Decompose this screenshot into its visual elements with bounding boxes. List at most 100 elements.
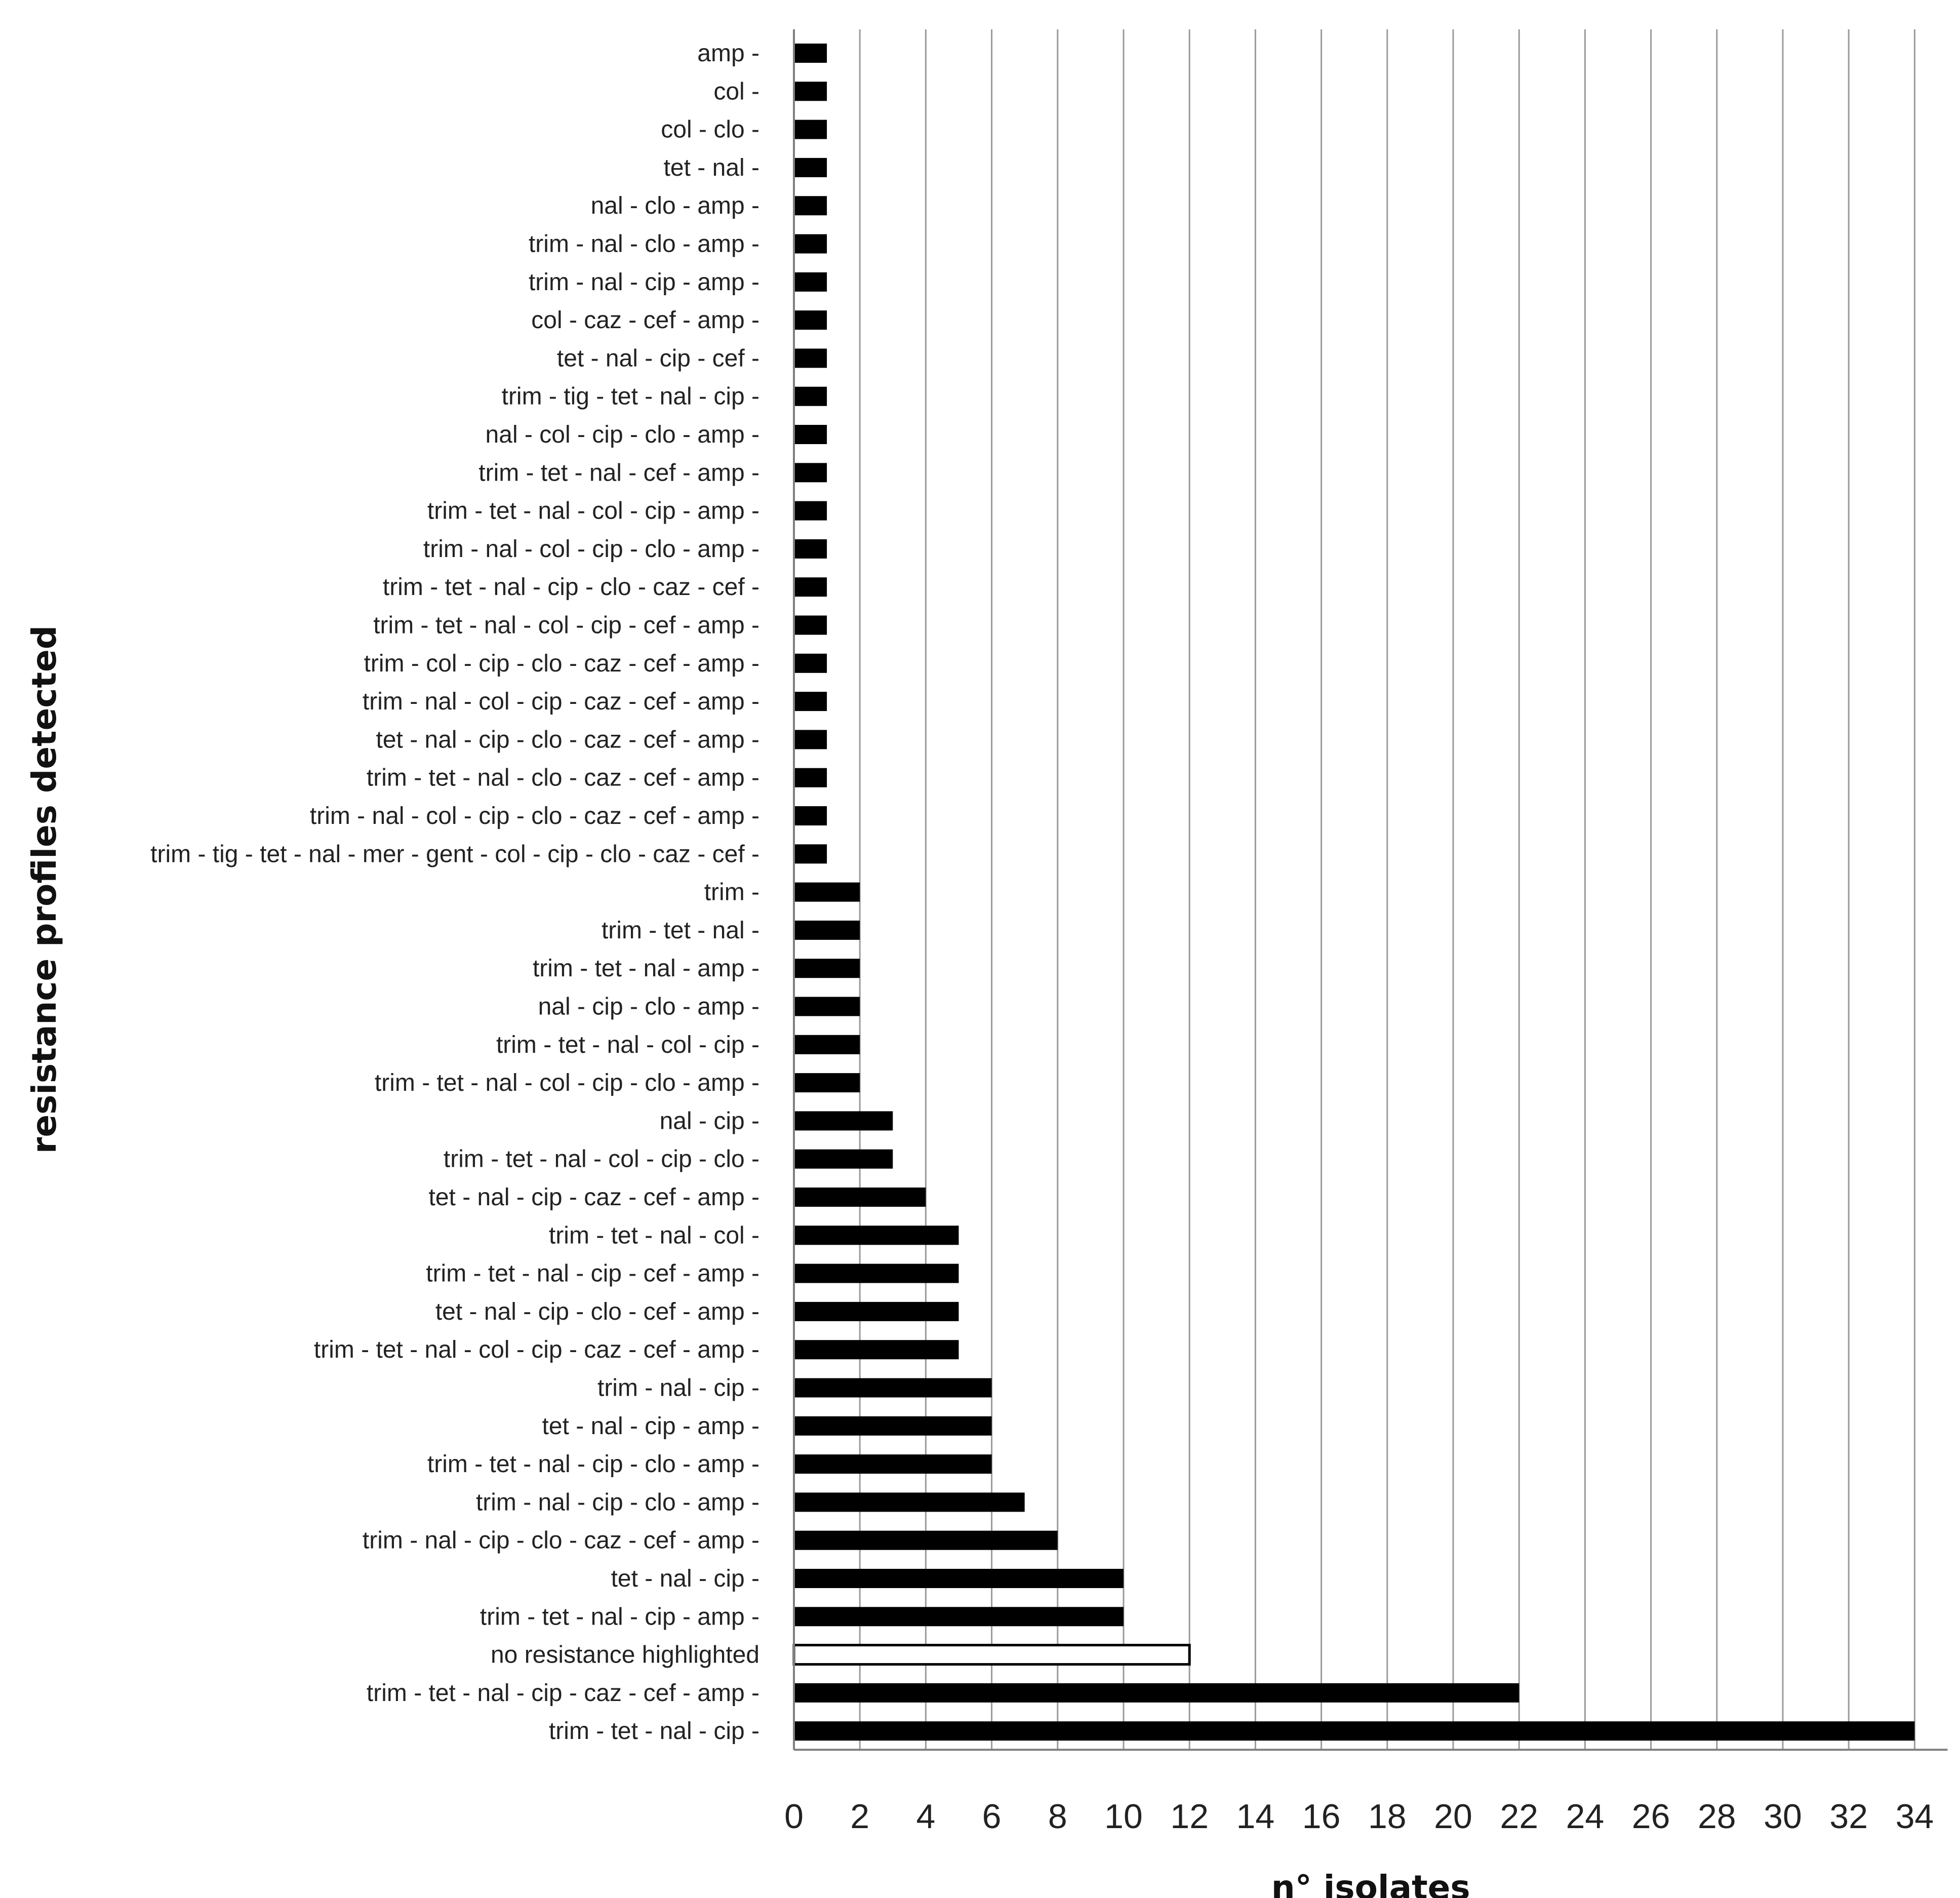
x-tick-labels: 0 2 4 6 8 10 12 14 16 18 20 22 24 26 28 30 32 34	[784, 1797, 1934, 1836]
bar	[794, 844, 827, 864]
bar	[794, 1721, 1915, 1741]
category-label: trim - tet - nal - cip - amp -	[480, 1603, 759, 1630]
category-label: trim - nal - clo - amp -	[529, 231, 759, 258]
category-label: trim - nal - cip - clo - amp -	[476, 1489, 759, 1516]
category-label: tet - nal - cip - amp -	[542, 1413, 759, 1440]
category-label: trim - tet - nal - col - cip - clo - amp…	[375, 1070, 759, 1096]
bar	[794, 348, 827, 368]
x-tick-label: 16	[1302, 1797, 1341, 1836]
category-label: tet - nal - cip -	[611, 1565, 759, 1592]
category-label: trim - tet - nal - amp -	[533, 955, 759, 982]
bar	[794, 463, 827, 483]
bar	[794, 768, 827, 787]
bar	[794, 234, 827, 254]
axes	[793, 29, 1948, 1751]
x-tick-label: 18	[1368, 1797, 1407, 1836]
y-axis-title: resistance profiles detected	[25, 625, 64, 1154]
x-tick-label: 2	[850, 1797, 869, 1836]
bar	[794, 1340, 959, 1360]
bar	[794, 1225, 959, 1245]
category-label: col -	[713, 78, 759, 105]
category-label: trim - tet - nal - cip - caz - cef - amp…	[367, 1680, 759, 1707]
bar	[794, 1683, 1519, 1703]
category-label: nal - cip - clo - amp -	[538, 994, 759, 1020]
category-label: col - caz - cef - amp -	[531, 307, 759, 334]
x-tick-label: 24	[1566, 1797, 1605, 1836]
category-label: trim - nal - col - cip - caz - cef - amp…	[363, 688, 759, 715]
bar	[794, 1073, 860, 1093]
category-label: tet - nal - cip - clo - caz - cef - amp …	[376, 726, 760, 753]
category-label: trim - col - cip - clo - caz - cef - amp…	[364, 650, 759, 677]
bar	[794, 539, 827, 559]
bar	[794, 1188, 926, 1207]
bar	[794, 1530, 1058, 1550]
category-label: col - clo -	[661, 116, 759, 143]
category-label: trim - nal - cip - amp -	[529, 269, 759, 296]
x-tick-label: 4	[916, 1797, 935, 1836]
bars	[792, 44, 1915, 1741]
bar	[794, 1263, 959, 1283]
bar	[794, 615, 827, 635]
category-label: tet - nal -	[664, 154, 759, 181]
x-tick-label: 14	[1236, 1797, 1275, 1836]
category-label: trim - tet - nal - col -	[549, 1222, 759, 1249]
bar	[794, 272, 827, 292]
category-label: amp -	[697, 40, 759, 67]
bar	[794, 120, 827, 139]
bar	[794, 1416, 992, 1436]
bar	[794, 692, 827, 711]
category-label: trim - tet - nal - col - cip - amp -	[427, 498, 759, 525]
category-label: nal - cip -	[660, 1108, 759, 1134]
gridlines	[859, 29, 1915, 1750]
x-axis-title: n° isolates	[1271, 1868, 1470, 1898]
bar	[794, 1607, 1124, 1627]
x-tick-label: 28	[1698, 1797, 1736, 1836]
category-label: trim -	[704, 879, 759, 906]
bar	[794, 959, 860, 978]
bar	[794, 1301, 959, 1321]
bar	[794, 806, 827, 825]
bar	[794, 1492, 1025, 1512]
bar	[794, 1454, 992, 1474]
x-tick-label: 22	[1500, 1797, 1538, 1836]
bar	[794, 730, 827, 749]
category-label: trim - tet - nal - col - cip - clo -	[444, 1146, 759, 1173]
bar	[794, 997, 860, 1016]
category-label: trim - tet - nal - cip - clo - caz - cef…	[383, 574, 759, 601]
bar	[794, 425, 827, 444]
x-tick-label: 30	[1764, 1797, 1802, 1836]
x-tick-label: 10	[1104, 1797, 1143, 1836]
category-labels: amp - col - col - clo - tet - nal - nal - cl…	[150, 40, 759, 1745]
x-tick-label: 8	[1048, 1797, 1067, 1836]
bar	[794, 157, 827, 177]
bar	[794, 882, 860, 902]
category-label: trim - nal - cip -	[597, 1375, 759, 1402]
category-label: tet - nal - cip - caz - cef - amp -	[429, 1184, 759, 1211]
bar	[792, 1644, 1191, 1666]
category-label: trim - tet - nal - clo - caz - cef - amp…	[367, 765, 759, 792]
x-tick-label: 0	[784, 1797, 804, 1836]
category-label: trim - tet - nal - cip -	[549, 1718, 759, 1745]
bar	[794, 1111, 893, 1131]
bar	[794, 920, 860, 940]
bar	[794, 1035, 860, 1054]
category-label: trim - tet - nal - col - cip - caz - cef…	[314, 1336, 759, 1363]
x-tick-label: 20	[1434, 1797, 1472, 1836]
category-label: trim - tet - nal -	[602, 917, 759, 944]
x-tick-label: 34	[1896, 1797, 1934, 1836]
bar	[794, 501, 827, 521]
category-label: trim - tet - nal - cip - clo - amp -	[427, 1451, 759, 1478]
category-label: trim - nal - cip - clo - caz - cef - amp…	[363, 1527, 759, 1554]
bar	[794, 310, 827, 330]
bar	[794, 82, 827, 101]
category-label: trim - tig - tet - nal - mer - gent - co…	[150, 841, 759, 867]
category-label: trim - tet - nal - cef - amp -	[478, 459, 759, 486]
category-label: trim - nal - col - cip - clo - amp -	[423, 536, 759, 563]
bar	[794, 1149, 893, 1169]
x-tick-label: 6	[982, 1797, 1002, 1836]
category-label: tet - nal - cip - clo - cef - amp -	[435, 1298, 759, 1325]
category-label: nal - clo - amp -	[591, 192, 759, 219]
category-label: nal - col - cip - clo - amp -	[486, 421, 759, 448]
x-tick-label: 26	[1632, 1797, 1670, 1836]
